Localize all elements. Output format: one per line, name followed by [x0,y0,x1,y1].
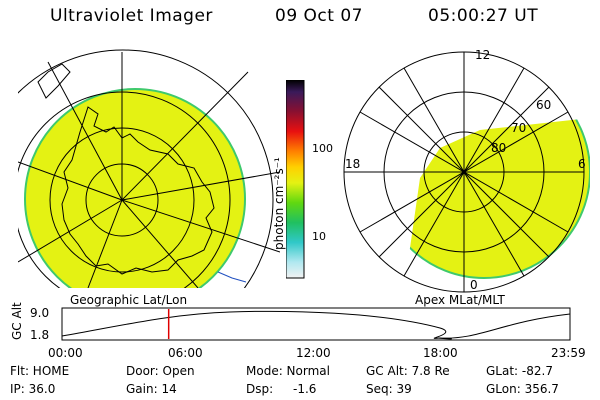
terminator-line [217,271,247,283]
time-tick-0000: 00:00 [48,346,83,360]
lat-label-70: 70 [511,121,527,135]
coastline-fragment [37,63,71,99]
mlt-label-6: 6 [578,157,586,171]
left-panel-caption: Geographic Lat/Lon [70,293,188,307]
mlt-label-12: 12 [475,48,491,62]
magnetic-polar-plot [340,48,590,296]
info-mode: Mode: Normal [246,364,330,378]
info-dsp-label: Dsp: [246,382,274,396]
time-tick-0600: 06:00 [168,346,203,360]
lat-label-60: 60 [536,98,552,112]
emission-region [24,88,246,288]
info-flt: Flt: HOME [10,364,70,378]
coastline [61,106,215,275]
date-label: 09 Oct 07 [275,6,363,26]
info-glat: GLat: -82.7 [486,364,553,378]
mlt-label-0: 0 [470,278,478,292]
app-title: Ultraviolet Imager [50,6,213,26]
altitude-ylabel: GC Alt [10,302,24,340]
outer-lat-circle [18,49,274,288]
colorbar-unit-label: photon cm⁻²s⁻¹ [272,157,286,250]
info-glon: GLon: 356.7 [486,382,559,396]
lat-label-80: 80 [491,141,507,155]
altitude-plot [61,307,571,341]
info-ip: IP: 36.0 [10,382,56,396]
colorbar-tick-10: 10 [312,230,326,243]
altitude-curve [61,310,571,340]
altitude-ytick-1-8: 1.8 [30,328,50,342]
time-tick-1200: 12:00 [296,346,331,360]
info-seq: Seq: 39 [366,382,412,396]
meridian-lines [18,52,280,288]
info-door: Door: Open [126,364,195,378]
mlt-label-18: 18 [345,157,361,171]
time-tick-1800: 18:00 [423,346,458,360]
altitude-ytick-9: 9.0 [30,306,50,320]
info-dsp-value: -1.6 [293,382,317,396]
time-tick-2359: 23:59 [551,346,586,360]
info-gcalt: GC Alt: 7.8 Re [366,364,450,378]
time-label: 05:00:27 UT [428,6,539,26]
info-gain: Gain: 14 [126,382,177,396]
colorbar [286,80,305,279]
geographic-map [18,49,280,288]
right-panel-caption: Apex MLat/MLT [415,293,505,307]
colorbar-tick-100: 100 [312,142,333,155]
